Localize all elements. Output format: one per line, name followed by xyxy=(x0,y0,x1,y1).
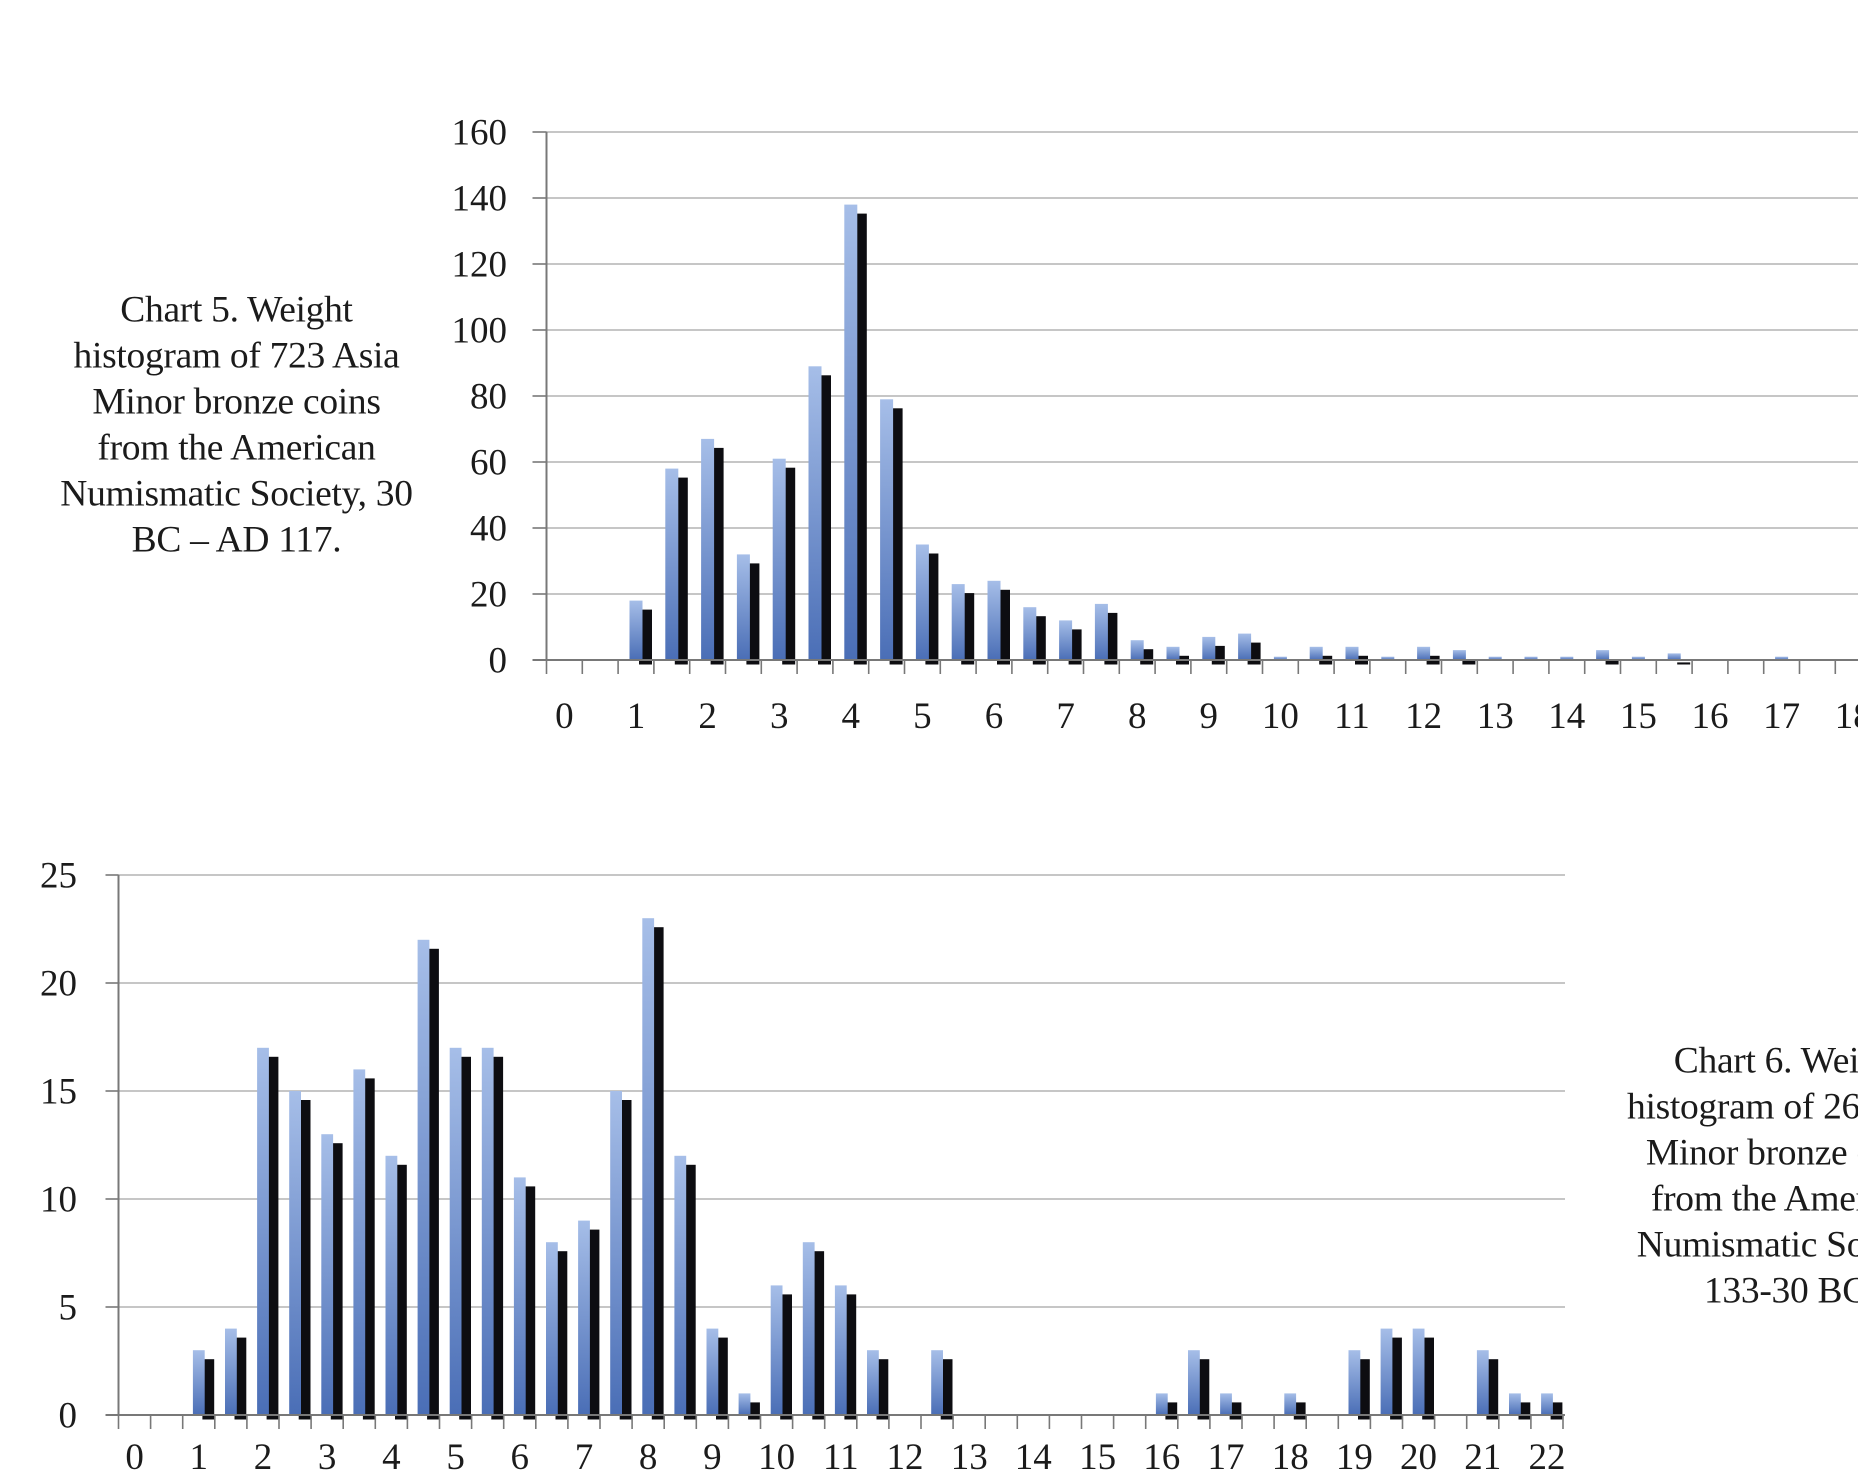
svg-text:10: 10 xyxy=(758,1437,795,1478)
svg-text:13: 13 xyxy=(1477,696,1514,737)
svg-text:from the American: from the American xyxy=(1651,1178,1858,1219)
svg-text:21: 21 xyxy=(1464,1437,1501,1478)
svg-text:1: 1 xyxy=(627,696,646,737)
svg-text:4: 4 xyxy=(842,696,861,737)
svg-text:20: 20 xyxy=(40,964,77,1005)
svg-text:11: 11 xyxy=(823,1437,859,1478)
svg-text:12: 12 xyxy=(1405,696,1442,737)
svg-text:6: 6 xyxy=(985,696,1004,737)
svg-text:120: 120 xyxy=(452,245,508,286)
svg-text:16: 16 xyxy=(1692,696,1729,737)
svg-text:6: 6 xyxy=(511,1437,530,1478)
svg-text:14: 14 xyxy=(1548,696,1585,737)
svg-text:Minor bronze coins: Minor bronze coins xyxy=(92,382,380,423)
svg-text:0: 0 xyxy=(489,641,508,682)
svg-text:5: 5 xyxy=(913,696,932,737)
svg-text:18: 18 xyxy=(1272,1437,1309,1478)
svg-text:5: 5 xyxy=(59,1288,78,1329)
svg-text:25: 25 xyxy=(40,856,77,897)
svg-text:histogram of 265 Asia: histogram of 265 Asia xyxy=(1627,1086,1858,1127)
svg-text:19: 19 xyxy=(1336,1437,1373,1478)
svg-text:160: 160 xyxy=(452,113,508,154)
svg-text:3: 3 xyxy=(318,1437,337,1478)
svg-text:Numismatic Society,: Numismatic Society, xyxy=(1637,1224,1858,1265)
svg-text:0: 0 xyxy=(555,696,574,737)
svg-text:BC – AD 117.: BC – AD 117. xyxy=(132,520,342,561)
svg-text:17: 17 xyxy=(1208,1437,1245,1478)
svg-text:100: 100 xyxy=(452,311,508,352)
svg-text:0: 0 xyxy=(59,1396,78,1437)
svg-text:15: 15 xyxy=(1079,1437,1116,1478)
svg-text:8: 8 xyxy=(639,1437,658,1478)
svg-text:133-30 BC.: 133-30 BC. xyxy=(1704,1270,1858,1311)
svg-text:11: 11 xyxy=(1334,696,1370,737)
svg-text:Chart 5. Weight: Chart 5. Weight xyxy=(120,290,353,331)
svg-text:18: 18 xyxy=(1835,696,1858,737)
svg-text:1: 1 xyxy=(190,1437,209,1478)
svg-text:16: 16 xyxy=(1143,1437,1180,1478)
svg-text:5: 5 xyxy=(446,1437,465,1478)
svg-text:from the American: from the American xyxy=(97,428,376,469)
svg-text:17: 17 xyxy=(1763,696,1800,737)
svg-text:15: 15 xyxy=(40,1072,77,1113)
svg-text:2: 2 xyxy=(254,1437,273,1478)
svg-text:9: 9 xyxy=(703,1437,722,1478)
svg-text:8: 8 xyxy=(1128,696,1147,737)
svg-text:10: 10 xyxy=(40,1180,77,1221)
svg-text:140: 140 xyxy=(452,179,508,220)
svg-text:80: 80 xyxy=(470,377,507,418)
svg-text:0: 0 xyxy=(125,1437,144,1478)
svg-text:20: 20 xyxy=(470,575,507,616)
svg-text:9: 9 xyxy=(1200,696,1219,737)
svg-text:Minor bronze coins: Minor bronze coins xyxy=(1646,1132,1858,1173)
svg-text:20: 20 xyxy=(1400,1437,1437,1478)
svg-text:40: 40 xyxy=(470,509,507,550)
svg-text:2: 2 xyxy=(698,696,717,737)
svg-text:22: 22 xyxy=(1529,1437,1566,1478)
svg-text:12: 12 xyxy=(887,1437,924,1478)
svg-text:7: 7 xyxy=(1056,696,1075,737)
svg-text:Numismatic Society, 30: Numismatic Society, 30 xyxy=(60,474,412,515)
svg-text:15: 15 xyxy=(1620,696,1657,737)
svg-text:7: 7 xyxy=(575,1437,594,1478)
svg-text:10: 10 xyxy=(1262,696,1299,737)
svg-text:Chart 6. Weight: Chart 6. Weight xyxy=(1674,1040,1858,1081)
svg-text:histogram of 723 Asia: histogram of 723 Asia xyxy=(74,336,401,377)
svg-text:14: 14 xyxy=(1015,1437,1052,1478)
svg-text:3: 3 xyxy=(770,696,789,737)
svg-text:13: 13 xyxy=(951,1437,988,1478)
svg-text:4: 4 xyxy=(382,1437,401,1478)
svg-text:60: 60 xyxy=(470,443,507,484)
